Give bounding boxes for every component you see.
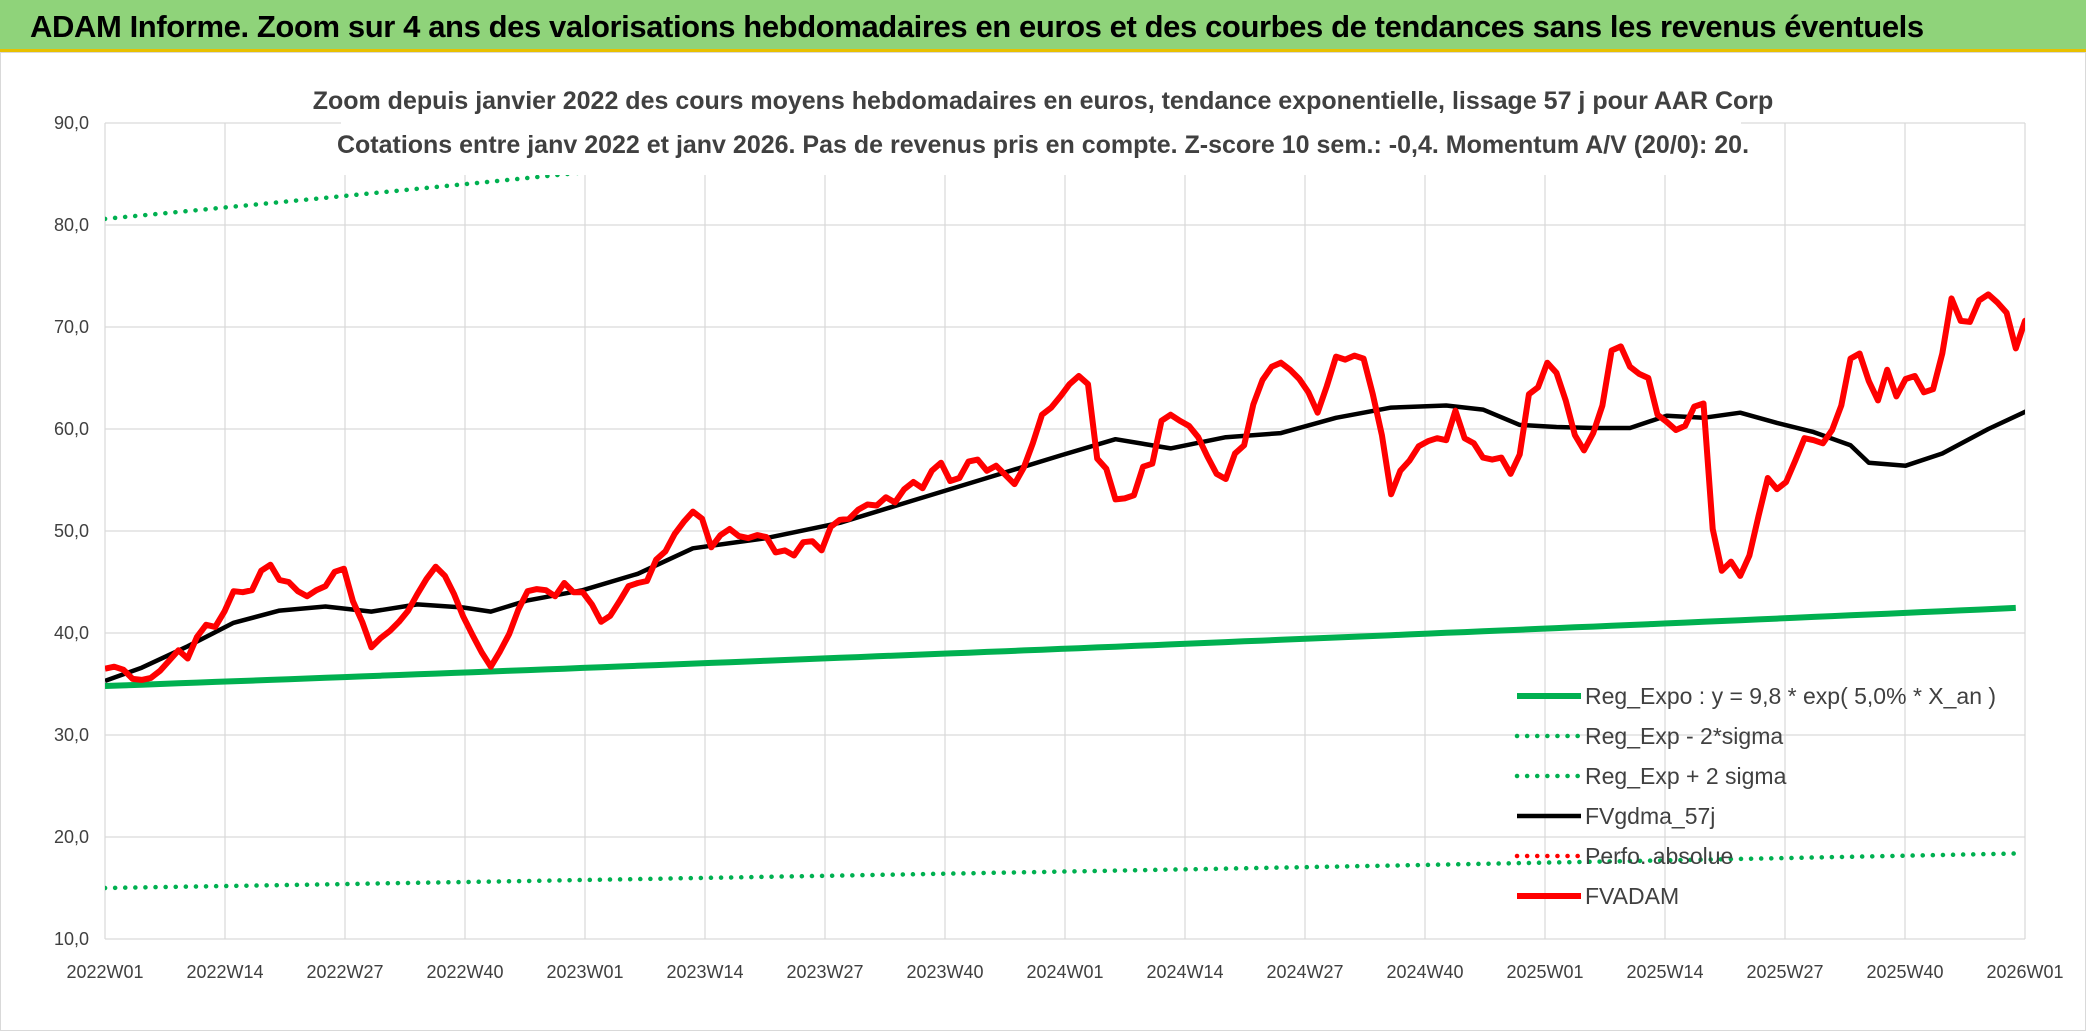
series-lines — [105, 119, 2025, 891]
x-tick-label: 2025W14 — [1626, 962, 1703, 982]
x-tick-label: 2023W27 — [786, 962, 863, 982]
y-tick-label: 10,0 — [54, 929, 89, 949]
chart-frame: 10,0 20,0 30,0 40,0 50,0 60,0 70,0 80,0 90,0 202… — [0, 52, 2086, 1031]
title-backdrop — [341, 71, 1741, 175]
x-tick-label: 2023W40 — [906, 962, 983, 982]
legend-label: Reg_Exp + 2 sigma — [1585, 763, 1787, 789]
x-tick-label: 2022W01 — [66, 962, 143, 982]
x-tick-label: 2024W27 — [1266, 962, 1343, 982]
x-tick-label: 2023W14 — [666, 962, 743, 982]
report-banner: ADAM Informe. Zoom sur 4 ans des valoris… — [0, 0, 2086, 52]
price-chart: 10,0 20,0 30,0 40,0 50,0 60,0 70,0 80,0 90,0 202… — [54, 71, 2064, 982]
x-tick-label: 2026W01 — [1986, 962, 2063, 982]
series-line-5 — [105, 291, 2025, 683]
series-line-0 — [105, 604, 2016, 689]
y-tick-label: 80,0 — [54, 215, 89, 235]
x-tick-label: 2025W40 — [1866, 962, 1943, 982]
x-tick-label: 2025W27 — [1746, 962, 1823, 982]
x-tick-label: 2024W01 — [1026, 962, 1103, 982]
x-tick-label: 2022W40 — [426, 962, 503, 982]
x-tick-label: 2024W14 — [1146, 962, 1223, 982]
y-tick-label: 70,0 — [54, 317, 89, 337]
y-tick-label: 20,0 — [54, 827, 89, 847]
x-tick-label: 2023W01 — [546, 962, 623, 982]
legend-label: FVgdma_57j — [1585, 803, 1715, 829]
y-tick-label: 30,0 — [54, 725, 89, 745]
chart-subtitle: Cotations entre janv 2022 et janv 2026. … — [337, 131, 1749, 159]
y-tick-label: 90,0 — [54, 113, 89, 133]
grid-lines — [104, 122, 2026, 940]
x-tick-label: 2025W01 — [1506, 962, 1583, 982]
legend-label: FVADAM — [1585, 883, 1679, 909]
legend-label: Reg_Exp - 2*sigma — [1585, 723, 1783, 749]
report-title: ADAM Informe. Zoom sur 4 ans des valoris… — [30, 9, 1924, 44]
y-axis-labels: 10,0 20,0 30,0 40,0 50,0 60,0 70,0 80,0 90,0 — [54, 113, 89, 949]
chart-title: Zoom depuis janvier 2022 des cours moyen… — [313, 87, 1774, 115]
y-tick-label: 50,0 — [54, 521, 89, 541]
x-tick-label: 2024W40 — [1386, 962, 1463, 982]
legend-label: Reg_Expo : y = 9,8 * exp( 5,0% * X_an ) — [1585, 683, 1996, 709]
series-line-3 — [105, 403, 2025, 684]
x-tick-label: 2022W14 — [186, 962, 263, 982]
x-tick-label: 2022W27 — [306, 962, 383, 982]
legend-label: Perfo. absolue — [1585, 843, 1733, 869]
legend: Reg_Expo : y = 9,8 * exp( 5,0% * X_an ) R… — [1514, 683, 1996, 909]
y-tick-label: 40,0 — [54, 623, 89, 643]
y-tick-label: 60,0 — [54, 419, 89, 439]
x-axis-labels: 2022W01 2022W14 2022W27 2022W40 2023W01 2023W… — [66, 962, 2063, 982]
